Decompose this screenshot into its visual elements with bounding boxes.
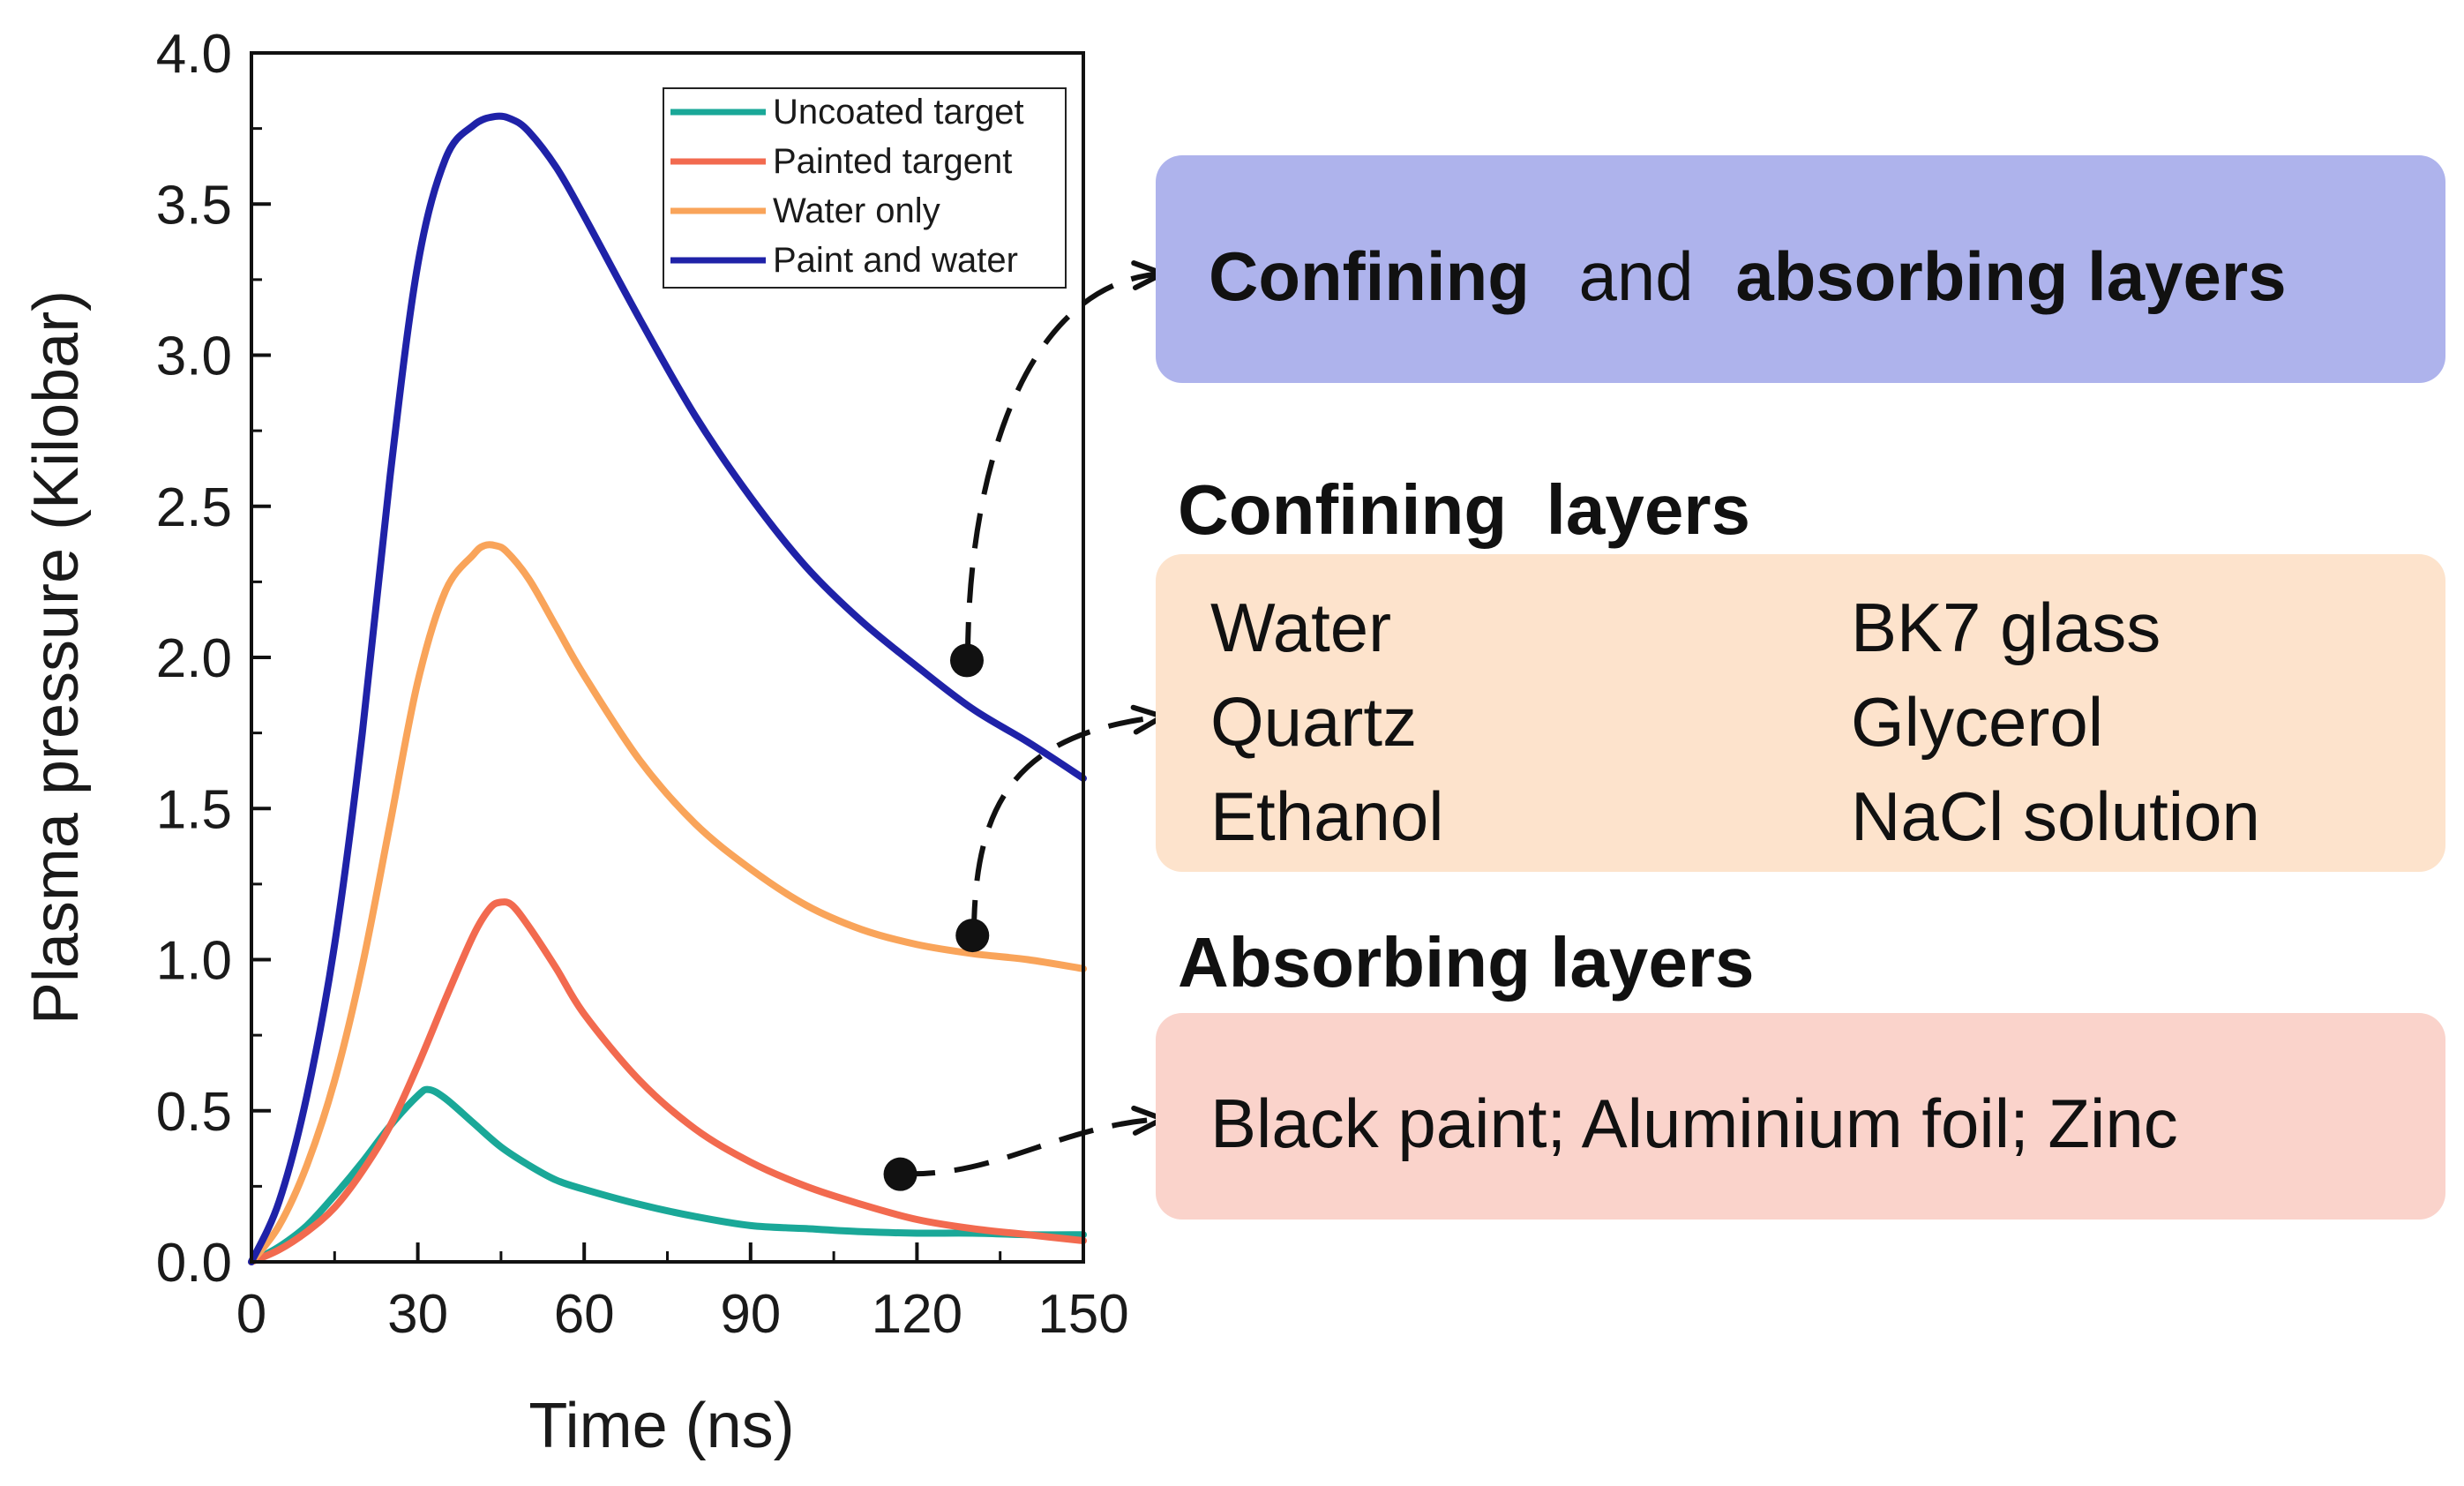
- y-tick-label: 3.0: [156, 326, 232, 387]
- layer-panel: Confining and absorbing layers Confining…: [1156, 155, 2445, 1220]
- confining-box: [1156, 554, 2445, 872]
- y-tick-label: 3.5: [156, 175, 232, 236]
- y-tick-label: 4.0: [156, 24, 232, 85]
- legend: Uncoated target Painted targent Water on…: [663, 87, 1067, 289]
- box1-part2: and: [1579, 237, 1694, 315]
- x-tick-label: 60: [554, 1284, 615, 1345]
- y-tick-label: 0.5: [156, 1082, 232, 1143]
- confining-absorbing-label: Confining and absorbing layers: [1209, 237, 2287, 315]
- connector-middle: [971, 704, 1165, 936]
- plot-frame: [250, 51, 1085, 1264]
- y-tick-label: 0.0: [156, 1233, 232, 1294]
- x-axis-title: Time (ns): [528, 1391, 794, 1461]
- legend-label-paint-water: Paint and water: [773, 241, 1018, 280]
- x-tick-label: 30: [387, 1284, 448, 1345]
- confining-item-3: Ethanol: [1210, 777, 1444, 855]
- x-tick-label: 0: [236, 1284, 266, 1345]
- series-line-2: [248, 541, 1087, 1265]
- box1-part3: absorbing layers: [1735, 237, 2286, 315]
- absorbing-box: [1156, 1013, 2445, 1220]
- y-tick-label: 1.0: [156, 931, 232, 992]
- confining-title: Confining layers: [1178, 470, 1750, 549]
- series-line-0: [248, 1085, 1087, 1265]
- annotation-dot-top: [949, 643, 984, 678]
- absorbing-text: Black paint; Aluminium foil; Zinc: [1210, 1084, 2178, 1162]
- y-tick-label: 1.5: [156, 779, 232, 840]
- y-tick-labels: 0.0 0.5 1.0 1.5 2.0 2.5 3.0 3.5 4.0: [156, 24, 232, 1294]
- series-line-3: [248, 112, 1087, 1265]
- confining-item-2: Quartz: [1210, 683, 1417, 761]
- x-tick-label: 90: [720, 1284, 781, 1345]
- absorbing-title: Absorbing layers: [1178, 923, 1755, 1002]
- annotations: [883, 260, 1165, 1191]
- legend-label-painted: Painted targent: [773, 142, 1012, 181]
- y-tick-label: 2.5: [156, 477, 232, 538]
- x-tick-labels: 0 30 60 90 120 150: [236, 1284, 1129, 1345]
- confining-item-5: Glycerol: [1851, 683, 2103, 761]
- annotation-dot-bottom: [883, 1157, 917, 1191]
- confining-item-6: NaCl solution: [1851, 777, 2260, 855]
- series-lines: [248, 112, 1087, 1265]
- annotation-dot-middle: [955, 919, 990, 953]
- x-tick-label: 120: [872, 1284, 962, 1345]
- series-line-1: [248, 898, 1087, 1265]
- y-tick-label: 2.0: [156, 628, 232, 689]
- legend-label-uncoated: Uncoated target: [773, 93, 1024, 131]
- x-tick-label: 150: [1037, 1284, 1128, 1345]
- confining-item-1: Water: [1210, 589, 1391, 666]
- connector-bottom: [899, 1105, 1165, 1177]
- box1-part1: Confining: [1209, 237, 1530, 315]
- y-axis-title: Plasma pressure (Kilobar): [21, 290, 92, 1024]
- legend-box: [663, 87, 1067, 289]
- legend-label-water: Water only: [773, 191, 940, 230]
- connector-top: [965, 260, 1165, 658]
- confining-item-4: BK7 glass: [1851, 589, 2161, 666]
- confining-absorbing-box: [1156, 155, 2445, 383]
- line-chart: 0 30 60 90 120 150 0.0 0.5 1.0 1.5 2.0 2.5 3.0 3.5 4.…: [21, 24, 1165, 1461]
